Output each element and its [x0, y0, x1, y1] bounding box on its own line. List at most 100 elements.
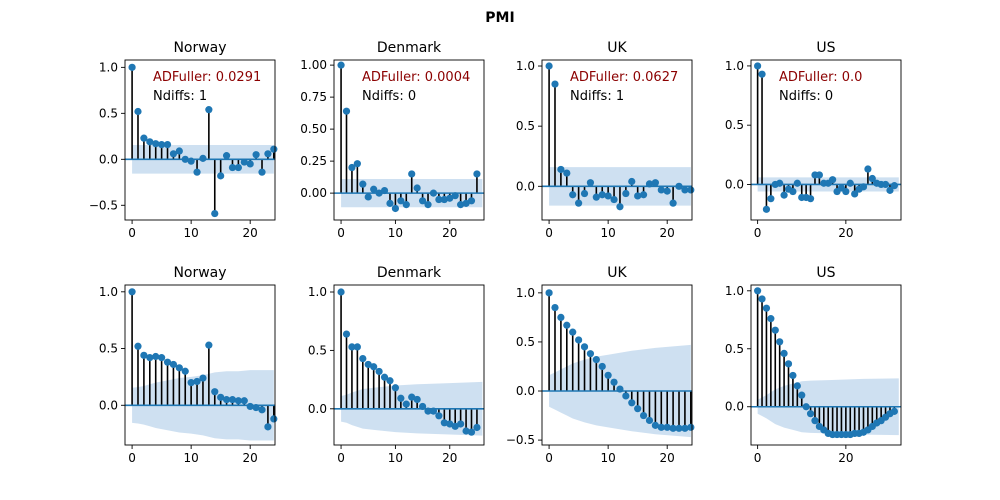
acf-panel: US 0 20 0.0 0.5 1.0 ADFuller: 0.0 Ndiffs: 0	[725, 40, 902, 240]
y-tick-label: −0.5	[89, 198, 118, 212]
acf-point	[413, 395, 421, 404]
acf-point	[758, 295, 766, 303]
acf-point	[754, 62, 762, 70]
x-tick-label: 20	[243, 451, 258, 465]
acf-point	[187, 157, 195, 165]
acf-point	[140, 351, 148, 359]
acf-point	[651, 421, 659, 429]
acf-point	[337, 288, 345, 296]
acf-point	[175, 147, 183, 155]
acf-panel: Norway 0 10 20 −0.5 0.0 0.5 1.0 ADFuller: 0.0291…	[89, 40, 278, 240]
y-tick-label: 1.0	[516, 59, 535, 73]
y-tick-label: 0.0	[99, 398, 118, 412]
panel-title: Norway	[173, 40, 226, 56]
y-tick-label: 0.0	[725, 400, 744, 414]
adfuller-annotation: ADFuller: 0.0291	[153, 70, 261, 85]
x-tick-label: 10	[388, 226, 403, 240]
y-tick-label: 0.5	[516, 119, 535, 133]
acf-point	[634, 405, 642, 413]
acf-point	[152, 140, 160, 148]
acf-point	[440, 195, 448, 204]
acf-point	[424, 201, 432, 209]
y-tick-label: 1.0	[725, 59, 744, 73]
acf-point	[386, 199, 394, 207]
acf-point	[622, 189, 630, 198]
acf-point	[806, 195, 815, 203]
acf-point	[353, 160, 361, 168]
acf-point	[440, 419, 448, 427]
y-tick-label: 1.0	[99, 285, 118, 299]
acf-point	[467, 428, 476, 436]
acf-point	[780, 349, 788, 358]
acf-point	[563, 169, 571, 177]
y-tick-label: 0.0	[725, 177, 744, 191]
acf-point	[158, 140, 166, 149]
x-tick-label: 0	[754, 226, 762, 240]
acf-point	[462, 427, 470, 435]
acf-point	[829, 176, 837, 184]
acf-panel: Denmark 0 10 20 0.0 0.5 1.0	[308, 265, 485, 465]
acf-point	[545, 289, 553, 297]
acf-point	[375, 367, 383, 376]
acf-point	[234, 163, 242, 172]
acf-point	[645, 416, 654, 425]
acf-point	[397, 197, 405, 205]
acf-point	[645, 180, 654, 188]
y-tick-label: 0.0	[99, 152, 118, 166]
acf-point	[408, 393, 416, 401]
acf-point	[592, 193, 600, 201]
x-tick-label: 0	[337, 451, 345, 465]
axes-frame	[124, 59, 276, 221]
acf-point	[580, 343, 589, 351]
acf-point	[270, 415, 278, 423]
acf-point	[391, 384, 400, 392]
acf-point	[451, 192, 459, 200]
acf-point	[789, 187, 797, 196]
y-tick-label: 0.5	[516, 335, 535, 349]
acf-point	[337, 61, 345, 69]
panel-title: Denmark	[377, 265, 442, 281]
acf-panel: Denmark 0 10 20 0.00 0.25 0.50 0.75 1.00 ADFuller…	[300, 40, 485, 240]
acf-point	[545, 62, 553, 70]
y-tick-label: 1.00	[300, 58, 327, 72]
acf-point	[569, 191, 577, 199]
acf-point	[754, 287, 762, 295]
axes-frame	[333, 284, 485, 446]
acf-point	[890, 407, 898, 415]
x-tick-label: 0	[545, 226, 553, 240]
acf-point	[181, 155, 189, 163]
acf-point	[767, 315, 775, 323]
axes-frame	[333, 59, 485, 221]
acf-point	[359, 354, 367, 363]
acf-point	[264, 423, 272, 431]
acf-point	[152, 352, 160, 361]
acf-point	[846, 179, 854, 187]
acf-point	[128, 288, 136, 296]
y-tick-label: 0.5	[99, 342, 118, 356]
y-tick-label: 0.50	[300, 122, 327, 136]
acf-point	[348, 343, 356, 351]
acf-point	[473, 423, 481, 432]
y-tick-label: 0.0	[308, 402, 327, 416]
y-tick-label: 0.25	[300, 154, 327, 168]
panel-title: US	[816, 265, 835, 281]
acf-point	[592, 356, 600, 364]
x-tick-label: 0	[545, 451, 553, 465]
acf-point	[364, 193, 372, 201]
x-tick-label: 20	[660, 226, 675, 240]
acf-point	[246, 160, 254, 168]
acf-point	[551, 303, 559, 312]
acf-point	[793, 179, 801, 187]
x-tick-label: 10	[184, 226, 199, 240]
acf-point	[205, 341, 213, 349]
acf-point	[557, 313, 565, 321]
acf-point	[240, 397, 248, 405]
acf-point	[639, 191, 648, 199]
acf-point	[815, 171, 823, 179]
acf-point	[767, 195, 775, 203]
acf-point	[681, 186, 689, 194]
acf-point	[217, 393, 225, 401]
acf-point	[663, 187, 671, 195]
acf-point	[868, 174, 876, 183]
acf-point	[158, 354, 166, 362]
